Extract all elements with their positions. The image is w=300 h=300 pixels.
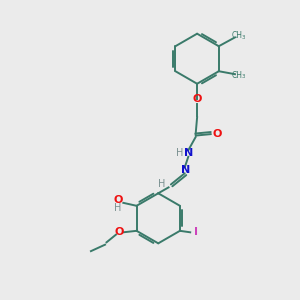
- Text: 3: 3: [242, 74, 246, 79]
- Text: O: O: [192, 94, 202, 104]
- Text: 3: 3: [242, 34, 246, 40]
- Text: H: H: [114, 203, 122, 213]
- Text: I: I: [194, 227, 197, 237]
- Text: N: N: [184, 148, 194, 158]
- Text: O: O: [212, 129, 221, 139]
- Text: CH: CH: [232, 71, 243, 80]
- Text: N: N: [181, 165, 190, 175]
- Text: H: H: [176, 148, 184, 158]
- Text: CH: CH: [232, 31, 243, 40]
- Text: O: O: [114, 227, 124, 237]
- Text: O: O: [113, 196, 123, 206]
- Text: H: H: [158, 179, 166, 190]
